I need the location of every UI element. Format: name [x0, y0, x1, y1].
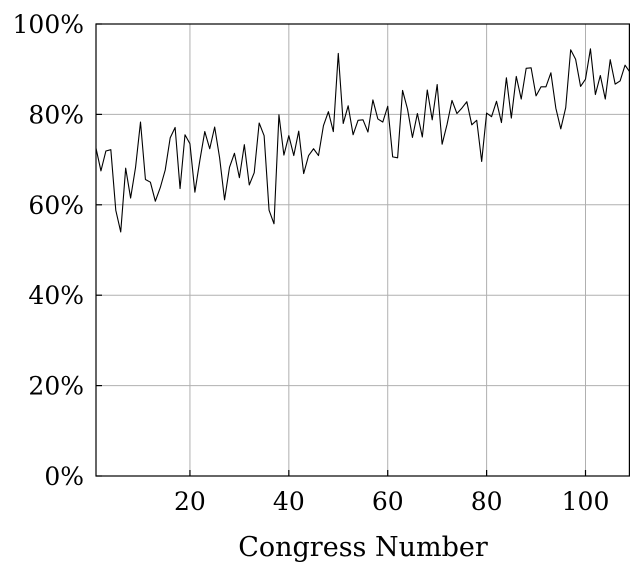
x-tick-label: 20 [174, 487, 206, 516]
y-tick-label: 0% [44, 462, 84, 491]
y-tick-label: 40% [28, 281, 84, 310]
x-tick-label: 40 [273, 487, 305, 516]
x-gridlines [189, 24, 587, 476]
series-line [95, 48, 630, 233]
x-tick-labels: 20 40 60 80 100 [174, 487, 609, 516]
y-tick-labels: 0% 20% 40% 60% 80% 100% [13, 10, 84, 491]
x-tick-label: 100 [562, 487, 610, 516]
y-tick-label: 100% [13, 10, 84, 39]
y-tick-label: 20% [28, 372, 84, 401]
y-gridlines [96, 23, 630, 477]
y-tick-label: 80% [28, 100, 84, 129]
plot-frame [95, 23, 630, 477]
x-tick-label: 80 [471, 487, 503, 516]
y-tick-label: 60% [28, 191, 84, 220]
x-tick-label: 60 [372, 487, 404, 516]
x-axis-title: Congress Number [238, 532, 488, 563]
